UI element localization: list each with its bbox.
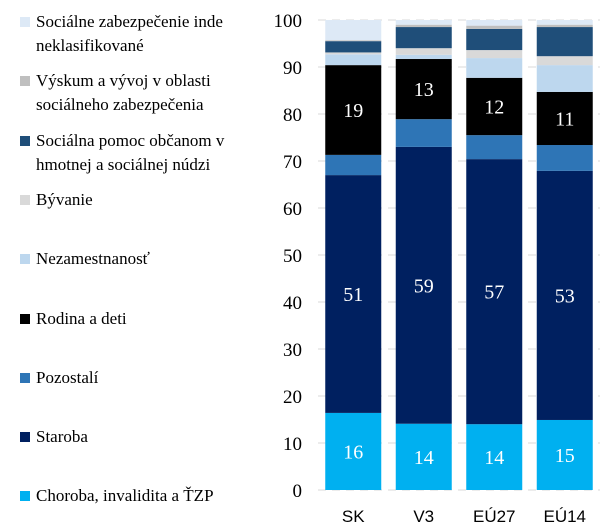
y-tick-label: 100	[274, 11, 303, 32]
y-tick-label: 50	[283, 246, 302, 267]
bar-segment	[536, 20, 593, 25]
bar-segment	[395, 59, 452, 120]
legend-item: Bývanie	[20, 188, 281, 212]
legend-swatch	[20, 313, 30, 324]
bar-segment	[536, 419, 593, 490]
y-tick-label: 30	[283, 340, 302, 361]
legend-item: Choroba, invalidita a ŤZP	[20, 484, 281, 508]
legend-swatch	[20, 76, 30, 87]
bar-segment	[536, 65, 593, 92]
data-label: 16	[343, 441, 363, 463]
bar-segment	[325, 154, 382, 176]
legend-item: Staroba	[20, 425, 281, 449]
bar-segment	[536, 24, 593, 28]
bar-segment	[395, 119, 452, 147]
bar-segment	[466, 424, 523, 490]
legend-item: Nezamestnanosť	[20, 247, 281, 271]
y-tick-label: 10	[283, 434, 302, 455]
legend-item: Sociálna pomoc občanom v hmotnej a sociá…	[20, 129, 281, 177]
y-tick-label: 90	[283, 58, 302, 79]
bar-segment	[466, 28, 523, 51]
bar-segment	[466, 58, 523, 78]
data-label: 15	[555, 445, 575, 467]
data-label: 19	[343, 100, 363, 122]
x-tick-label: SK	[342, 507, 365, 526]
bar-segment	[325, 40, 382, 42]
data-label: 14	[414, 447, 434, 469]
data-label: 11	[555, 108, 574, 130]
legend-label: Výskum a vývoj v oblasti sociálneho zabe…	[36, 71, 211, 115]
legend-swatch	[20, 254, 30, 265]
bar-segment	[536, 145, 593, 171]
bar-segment	[325, 41, 382, 53]
bar-segment	[395, 146, 452, 424]
bar-segment	[395, 423, 452, 490]
bar-segment	[395, 24, 452, 28]
x-tick-label: EÚ27	[473, 507, 516, 526]
bar-segment	[395, 48, 452, 55]
bar-segment	[536, 56, 593, 66]
bar-segment	[325, 412, 382, 490]
x-tick-label: EÚ14	[543, 507, 586, 526]
legend-label: Rodina a deti	[36, 308, 127, 328]
y-tick-label: 80	[283, 105, 302, 126]
bar-segment	[325, 52, 382, 55]
bar-segment	[466, 20, 523, 26]
data-label: 12	[484, 96, 504, 118]
bar-segment	[325, 175, 382, 413]
legend-swatch	[20, 432, 30, 443]
legend-label: Nezamestnanosť	[36, 249, 150, 269]
bar-segment	[325, 65, 382, 155]
bar-segment	[536, 91, 593, 146]
legend-item: Sociálne zabezpečenie inde neklasifikova…	[20, 10, 281, 58]
bar-segment	[395, 20, 452, 25]
legend-swatch	[20, 17, 30, 27]
data-label: 13	[414, 79, 434, 101]
legend-swatch	[20, 372, 30, 383]
y-tick-label: 70	[283, 152, 302, 173]
legend-label: Pozostalí	[36, 367, 99, 387]
legend-label: Choroba, invalidita a ŤZP	[36, 486, 214, 506]
bar-segment	[466, 77, 523, 136]
legend-label: Sociálna pomoc občanom v hmotnej a sociá…	[36, 130, 225, 174]
data-label: 59	[414, 275, 434, 297]
data-label: 57	[484, 282, 504, 304]
bar-segment	[466, 159, 523, 425]
bar-segment	[466, 25, 523, 29]
bar-segment	[325, 54, 382, 66]
y-tick-label: 60	[283, 199, 302, 220]
data-label: 51	[343, 284, 363, 306]
legend-item: Pozostalí	[20, 366, 281, 390]
bar-segment	[325, 20, 382, 41]
legend-item: Rodina a deti	[20, 307, 281, 331]
legend-label: Bývanie	[36, 189, 93, 209]
bar-segment	[536, 170, 593, 420]
data-label: 53	[555, 285, 575, 307]
legend-item: Výskum a vývoj v oblasti sociálneho zabe…	[20, 69, 281, 117]
y-tick-label: 20	[283, 387, 302, 408]
y-tick-label: 0	[293, 481, 303, 502]
data-label: 14	[484, 447, 504, 469]
bar-segment	[466, 135, 523, 160]
y-tick-label: 40	[283, 293, 302, 314]
bar-segment	[536, 27, 593, 57]
bar-segment	[395, 27, 452, 49]
legend-label: Sociálne zabezpečenie inde neklasifikova…	[36, 12, 223, 55]
legend-label: Staroba	[36, 427, 88, 447]
bar-segment	[466, 50, 523, 59]
legend-swatch	[20, 491, 30, 502]
bar-segment	[395, 54, 452, 60]
x-tick-label: V3	[413, 507, 434, 526]
legend-swatch	[20, 194, 30, 205]
legend-swatch	[20, 135, 30, 146]
